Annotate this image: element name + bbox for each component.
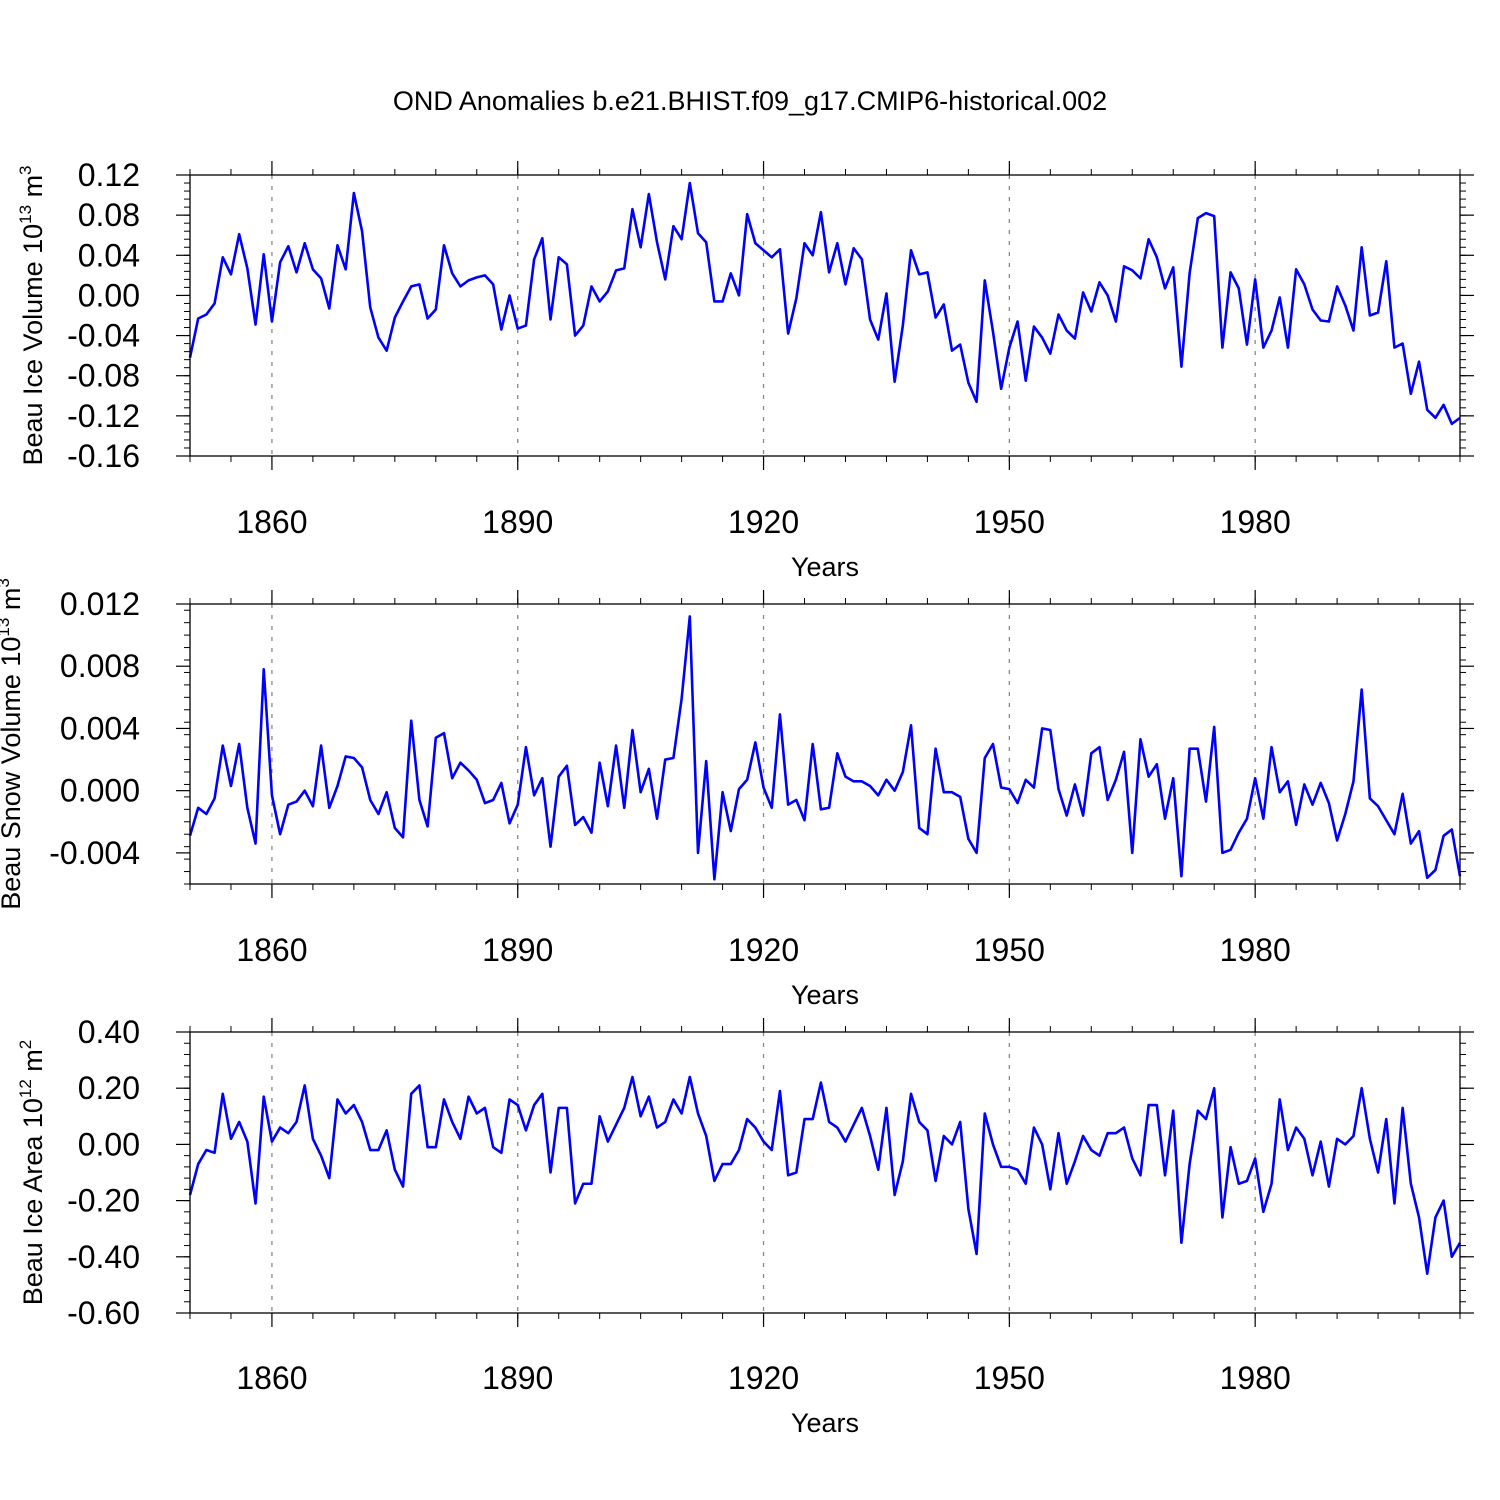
y-axis-title-unit-exponent: 3 [16,165,35,174]
chart-panel-ice-volume: 0.12 0.08 0.04 0.00 -0.04 -0.08 -0.12 -0.16 1860… [16,157,1474,582]
y-tick-label: 0.008 [60,648,140,684]
y-tick-label: 0.012 [60,586,140,622]
chart-panel-snow-volume: 0.012 0.008 0.004 0.000 -0.004 1860 1890 1920 19… [0,578,1474,1010]
x-tick-label: 1950 [974,932,1045,968]
y-axis-title-unit: m [18,1049,48,1079]
x-tick-label: 1980 [1220,1360,1291,1396]
y-tick-label: -0.004 [49,835,140,871]
y-axis-title-unit: m [18,175,48,205]
y-tick-label: -0.04 [67,318,140,354]
y-axis-title-text: Beau Ice Area 10 [18,1098,48,1305]
y-tick-label: -0.20 [67,1183,140,1219]
series-line [188,181,1461,426]
y-tick-label: 0.000 [60,773,140,809]
y-axis-title-text: Beau Ice Volume 10 [18,224,48,466]
y-tick-label: 0.00 [78,1126,140,1162]
chart-panel-ice-area: 0.40 0.20 0.00 -0.20 -0.40 -0.60 1860 1890 1920 1… [16,1014,1474,1438]
y-axis-title-unit: m [0,588,26,618]
y-axis-title-exponent: 13 [0,618,13,637]
y-tick-label: 0.004 [60,710,140,746]
y-axis-title: Beau Ice Area 1012 m2 [16,1040,48,1306]
series-line [188,1075,1462,1275]
y-axis-title: Beau Snow Volume 1013 m3 [0,578,26,910]
y-tick-label: -0.08 [67,358,140,394]
x-tick-label: 1890 [482,932,553,968]
x-tick-label: 1950 [974,1360,1045,1396]
y-tick-label: -0.40 [67,1239,140,1275]
chart-panels: 0.12 0.08 0.04 0.00 -0.04 -0.08 -0.12 -0.16 1860… [0,157,1474,1438]
plot-frame [189,1031,1461,1314]
x-axis-title: Years [791,1408,859,1438]
y-axis-title-unit-exponent: 2 [16,1040,35,1049]
series-line [188,615,1462,881]
y-axis-title-exponent: 12 [16,1079,35,1098]
x-tick-label: 1860 [236,1360,307,1396]
y-tick-label: 0.12 [78,157,140,193]
x-tick-label: 1920 [728,504,799,540]
plot-frame [189,603,1461,885]
y-axis-title-text: Beau Snow Volume 10 [0,637,26,910]
y-tick-label: -0.16 [67,438,140,474]
y-tick-label: 0.04 [78,237,140,273]
x-tick-label: 1980 [1220,504,1291,540]
x-tick-label: 1920 [728,1360,799,1396]
y-tick-label: 0.40 [78,1014,140,1050]
x-axis-title: Years [791,552,859,582]
x-tick-label: 1950 [974,504,1045,540]
y-axis-title-exponent: 13 [16,205,35,224]
y-tick-label: 0.00 [78,277,140,313]
x-tick-label: 1920 [728,932,799,968]
x-axis-title: Years [791,980,859,1010]
x-tick-label: 1890 [482,504,553,540]
y-tick-label: -0.12 [67,398,140,434]
y-tick-label: -0.60 [67,1295,140,1331]
y-tick-label: 0.20 [78,1070,140,1106]
x-tick-label: 1980 [1220,932,1291,968]
y-axis-title-unit-exponent: 3 [0,578,13,587]
x-tick-label: 1860 [236,932,307,968]
x-tick-label: 1860 [236,504,307,540]
y-tick-label: 0.08 [78,197,140,233]
plot-frame [189,174,1461,457]
x-tick-label: 1890 [482,1360,553,1396]
y-axis-title: Beau Ice Volume 1013 m3 [16,165,48,465]
figure-title: OND Anomalies b.e21.BHIST.f09_g17.CMIP6-… [393,86,1107,116]
